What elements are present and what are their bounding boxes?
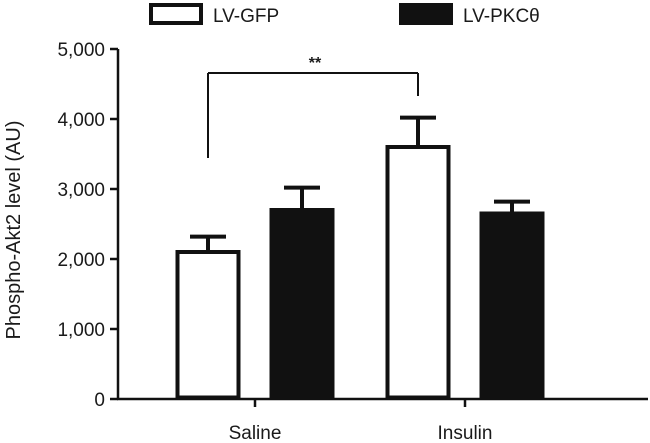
x-tick-label-insulin: Insulin [438, 423, 493, 443]
y-tick-label: 3,000 [57, 180, 105, 201]
legend-label-lv-pkc-theta: LV-PKCθ [463, 6, 540, 27]
legend-swatch-lv-pkc-theta [399, 3, 453, 25]
y-tick-label: 0 [94, 390, 105, 411]
bar-saline-lv-gfp [175, 250, 241, 400]
bars [175, 115, 545, 400]
significance-bracket: ** [207, 55, 419, 158]
significance-label: ** [309, 55, 322, 72]
legend-swatch-lv-gfp [149, 3, 203, 25]
y-tick-label: 5,000 [57, 40, 105, 61]
y-tick-label: 1,000 [57, 320, 105, 341]
y-tick-label: 4,000 [57, 110, 105, 131]
x-ticks: Saline Insulin [229, 399, 493, 443]
legend: LV-GFP LV-PKCθ [149, 3, 540, 27]
bar-insulin-lv-gfp [385, 145, 451, 400]
bar-insulin-lv-pkc-theta [479, 211, 545, 400]
x-tick-label-saline: Saline [229, 423, 282, 443]
y-ticks: 0 1,000 2,000 3,000 4,000 5,000 [57, 40, 118, 411]
legend-label-lv-gfp: LV-GFP [213, 6, 279, 27]
bar-saline-lv-pkc-theta [269, 208, 335, 400]
y-tick-label: 2,000 [57, 250, 105, 271]
y-axis-title: Phospho-Akt2 level (AU) [3, 121, 25, 340]
